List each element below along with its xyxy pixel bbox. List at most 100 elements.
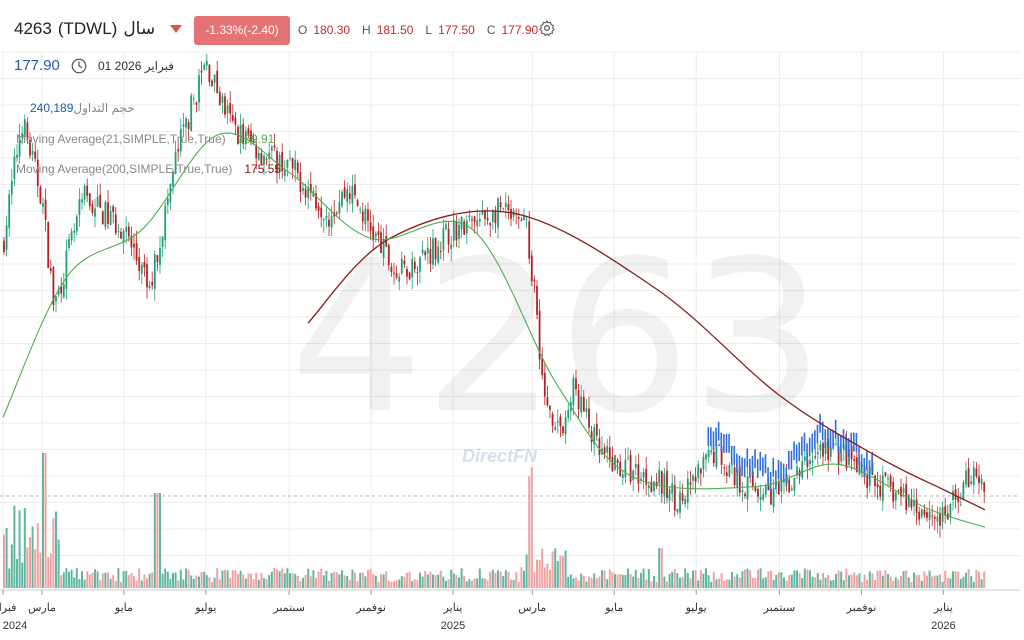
candle-body [933, 516, 936, 519]
volume-bar [104, 572, 107, 588]
candle-body [44, 199, 47, 220]
volume-bar [120, 581, 122, 588]
volume-bar [354, 572, 356, 588]
volume-bar [949, 578, 952, 588]
candle-body [302, 187, 304, 192]
candle-body [231, 115, 234, 121]
volume-bar [26, 547, 29, 588]
candle-body [954, 489, 957, 500]
bullish-overlay [707, 413, 873, 491]
volume-bar [244, 578, 247, 588]
candle-body [406, 268, 408, 277]
volume-bar [684, 568, 687, 588]
volume-bar [601, 570, 603, 588]
candle-body [972, 467, 975, 485]
volume-bar [749, 570, 752, 588]
ma21-line [2, 132, 986, 528]
volume-bar [923, 571, 926, 588]
volume-bar [229, 578, 232, 588]
candle-body [361, 211, 364, 222]
ma200-indicator[interactable]: Moving Average(200,SIMPLE,True,True) 175.… [16, 162, 281, 176]
candle-body [224, 96, 226, 115]
candle-body [315, 193, 317, 209]
volume-bar [832, 579, 835, 588]
volume-bar [733, 576, 736, 588]
candle-body [598, 438, 601, 455]
volume-bar [5, 527, 8, 588]
volume-bar [237, 573, 239, 588]
volume-bar [343, 575, 346, 588]
volume-bar [166, 571, 169, 588]
candle-body [172, 171, 174, 187]
x-tick-label: نوفمبر [355, 602, 386, 614]
volume-bar [296, 575, 299, 588]
candle-body [837, 446, 840, 466]
volume-bar [387, 580, 390, 588]
volume-bar [439, 570, 442, 588]
volume-bar [619, 574, 622, 588]
gear-icon[interactable] [538, 19, 556, 37]
ma21-indicator[interactable]: Moving Average(21,SIMPLE,True,True) 169.9… [16, 132, 274, 146]
candle-body [585, 408, 588, 413]
volume-bar [819, 579, 822, 588]
volume-bar [411, 581, 414, 588]
candle-body [884, 472, 887, 476]
volume-bar [660, 548, 663, 588]
volume-bar [556, 560, 559, 588]
candle-body [676, 508, 679, 513]
candle-body [835, 443, 837, 445]
candle-body [455, 221, 458, 241]
candle-body [187, 122, 190, 129]
candle-body [447, 228, 450, 245]
candle-body [153, 254, 156, 290]
volume-bar [640, 572, 642, 588]
volume-bar [127, 575, 130, 588]
candle-body [811, 460, 814, 464]
ma21-label: Moving Average(21,SIMPLE,True,True) [16, 132, 226, 146]
volume-bar [796, 570, 798, 588]
volume-bar [31, 526, 34, 588]
volume-bar [754, 577, 757, 588]
volume-bar [543, 567, 546, 588]
candle-body [281, 151, 284, 172]
volume-bar [382, 574, 385, 588]
close-key: C [486, 23, 496, 37]
candle-body [640, 478, 642, 481]
volume-indicator[interactable]: حجم التداول240,189 [30, 101, 155, 115]
volume-bar [580, 573, 583, 588]
volume-bar [705, 568, 707, 588]
candle-body [393, 272, 395, 275]
volume-bar [242, 574, 245, 588]
volume-bar [562, 556, 564, 588]
candle-body [208, 64, 211, 82]
volume-bar [863, 574, 866, 588]
candle-body [928, 511, 931, 520]
volume-bar [811, 576, 814, 588]
volume-bar [86, 571, 89, 588]
candle-body [203, 64, 206, 70]
volume-bar [762, 578, 765, 588]
volume-bar [114, 580, 117, 588]
candle-body [647, 485, 650, 489]
candle-body [138, 256, 141, 272]
high-value: 181.50 [376, 23, 414, 37]
candle-body [965, 470, 967, 485]
volume-bar [250, 573, 252, 588]
candle-body [525, 218, 528, 220]
volume-bar [10, 544, 13, 588]
volume-bar [777, 572, 780, 588]
volume-bar [614, 574, 616, 588]
candle-body [874, 475, 876, 487]
volume-bar [81, 571, 83, 588]
volume-bar [198, 576, 200, 588]
candle-body [759, 496, 762, 500]
candle-body [317, 206, 320, 211]
volume-bar [403, 576, 406, 588]
volume-bar [835, 573, 837, 588]
low-key: L [425, 23, 433, 37]
candle-body [658, 469, 661, 484]
candle-body [668, 489, 671, 501]
volume-bar [603, 570, 606, 588]
volume-bar [569, 574, 572, 588]
